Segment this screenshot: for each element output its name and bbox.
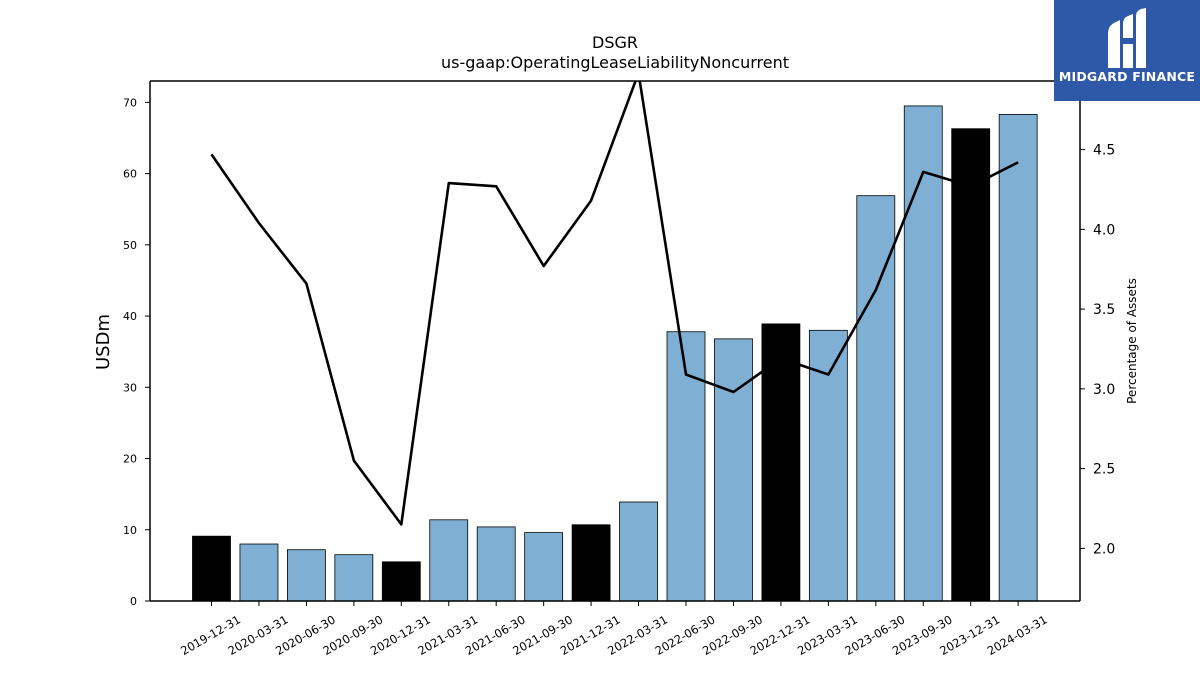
chart-subtitle: us-gaap:OperatingLeaseLiabilityNoncurren…	[441, 53, 789, 72]
brand-name: MIDGARD FINANCE	[1058, 69, 1196, 84]
y-tick-label-30: 30	[123, 381, 137, 394]
y2-axis-label: Percentage of Assets	[1125, 278, 1139, 404]
bar-2024-03-31	[998, 114, 1038, 602]
bar-2020-03-31	[239, 543, 279, 602]
bars-layer	[192, 105, 1038, 602]
y-tick-label-20: 20	[123, 453, 137, 466]
y-tick-label-70: 70	[123, 96, 137, 109]
bar-2021-06-30	[476, 526, 516, 602]
bar-2021-09-30	[524, 532, 564, 602]
midgard-finance-logo-icon	[1108, 8, 1146, 68]
bar-2020-06-30	[286, 549, 326, 602]
percentage-of-assets-line	[210, 81, 1019, 526]
y2-tick-label-2.0: 2.0	[1093, 541, 1115, 557]
y2-tick-label-2.5: 2.5	[1093, 462, 1115, 478]
y-tick-label-10: 10	[123, 524, 137, 537]
y-tick-label-50: 50	[123, 239, 137, 252]
bar-2023-09-30	[903, 105, 943, 602]
bar-2022-09-30	[714, 338, 753, 602]
y-tick-label-0: 0	[130, 595, 137, 608]
bar-2022-12-31	[761, 323, 801, 602]
bar-2023-06-30	[856, 195, 896, 602]
y2-tick-label-3.5: 3.5	[1093, 302, 1115, 318]
bar-2023-12-31	[951, 128, 991, 602]
bar-2021-03-31	[429, 519, 469, 602]
y-tick-label-40: 40	[123, 310, 137, 323]
line-layer	[210, 81, 1019, 526]
y-tick-label-60: 60	[123, 168, 137, 181]
bar-2021-12-31	[571, 524, 611, 602]
y2-tick-label-3.0: 3.0	[1093, 382, 1115, 398]
brand-logo: MIDGARD FINANCE	[1054, 0, 1200, 101]
bar-2020-12-31	[381, 561, 421, 602]
bar-2019-12-31	[192, 535, 231, 602]
y2-tick-label-4.5: 4.5	[1093, 143, 1115, 159]
chart-title: DSGR	[592, 33, 638, 52]
bar-2022-06-30	[666, 331, 706, 602]
bar-2020-09-30	[334, 554, 374, 602]
y-axis-label: USDm	[93, 314, 114, 370]
y2-tick-label-4.0: 4.0	[1093, 222, 1115, 238]
bar-2022-03-31	[619, 501, 658, 602]
